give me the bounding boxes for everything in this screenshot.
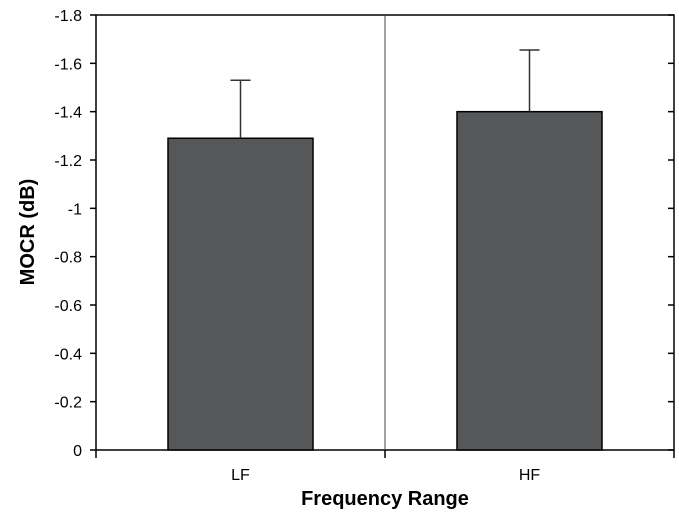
bar-lf: [167, 137, 314, 451]
x-axis-title: Frequency Range: [301, 488, 469, 510]
y-tick-label: -0.8: [54, 250, 82, 267]
x-axis-ticks: LF HF: [95, 450, 675, 484]
y-tick-label: 0: [73, 443, 82, 460]
y-tick-label: -1.8: [54, 8, 82, 25]
y-tick-label: -1: [68, 201, 82, 218]
y-tick-label: -1.4: [54, 105, 82, 122]
y-tick-label: -0.6: [54, 298, 82, 315]
bar-hf: [456, 110, 603, 451]
x-tick-label-hf: HF: [519, 467, 541, 484]
y-axis-title: MOCR (dB): [17, 179, 39, 286]
y-axis-ticks: 0 -0.2 -0.4 -0.6 -0.8 -1 -1.2 -1.4 -1.6 -1.8: [54, 8, 674, 460]
y-tick-label: -0.2: [54, 395, 82, 412]
y-tick-label: -1.6: [54, 56, 82, 73]
error-bar-series: [230, 49, 540, 139]
x-tick-label-lf: LF: [231, 467, 250, 484]
bar-series: [167, 110, 603, 451]
y-tick-label: -0.4: [54, 346, 82, 363]
y-tick-label: -1.2: [54, 153, 82, 170]
